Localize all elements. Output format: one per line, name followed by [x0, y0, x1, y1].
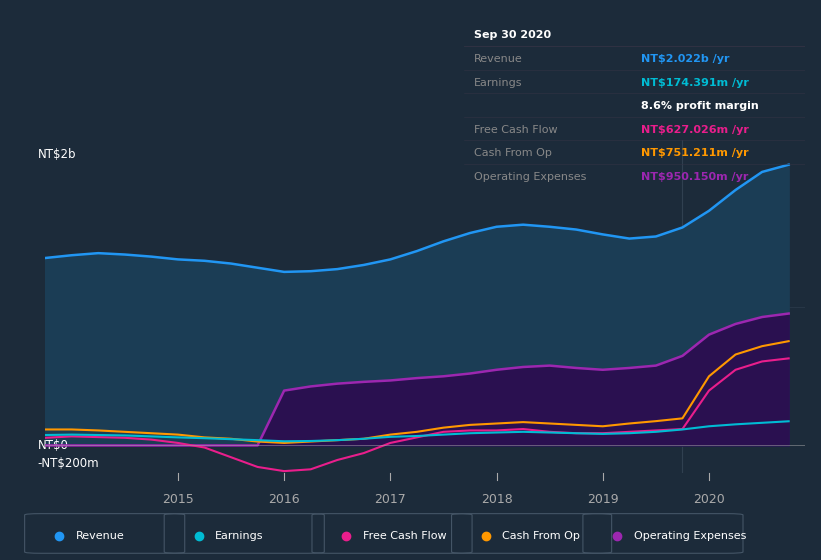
Text: 2016: 2016 [268, 493, 300, 506]
Text: 8.6% profit margin: 8.6% profit margin [641, 101, 759, 111]
Text: Earnings: Earnings [474, 78, 523, 87]
Text: NT$627.026m /yr: NT$627.026m /yr [641, 125, 749, 135]
Text: NT$0: NT$0 [38, 439, 68, 452]
Text: Free Cash Flow: Free Cash Flow [474, 125, 557, 135]
Text: NT$174.391m /yr: NT$174.391m /yr [641, 78, 749, 87]
Text: NT$2b: NT$2b [38, 148, 76, 161]
Text: NT$2.022b /yr: NT$2.022b /yr [641, 54, 730, 64]
Text: 2020: 2020 [693, 493, 725, 506]
Text: NT$751.211m /yr: NT$751.211m /yr [641, 148, 749, 158]
Text: Earnings: Earnings [215, 531, 264, 541]
Text: Sep 30 2020: Sep 30 2020 [474, 30, 551, 40]
Text: Free Cash Flow: Free Cash Flow [363, 531, 447, 541]
Text: Revenue: Revenue [76, 531, 124, 541]
Text: Cash From Op: Cash From Op [474, 148, 552, 158]
Text: 2019: 2019 [587, 493, 618, 506]
Text: 2015: 2015 [162, 493, 194, 506]
Text: -NT$200m: -NT$200m [38, 457, 99, 470]
Text: 2018: 2018 [480, 493, 512, 506]
Text: Cash From Op: Cash From Op [502, 531, 580, 541]
Text: Operating Expenses: Operating Expenses [474, 172, 586, 182]
Text: 2017: 2017 [374, 493, 406, 506]
Text: Revenue: Revenue [474, 54, 523, 64]
Text: Operating Expenses: Operating Expenses [634, 531, 746, 541]
Text: NT$950.150m /yr: NT$950.150m /yr [641, 172, 749, 182]
